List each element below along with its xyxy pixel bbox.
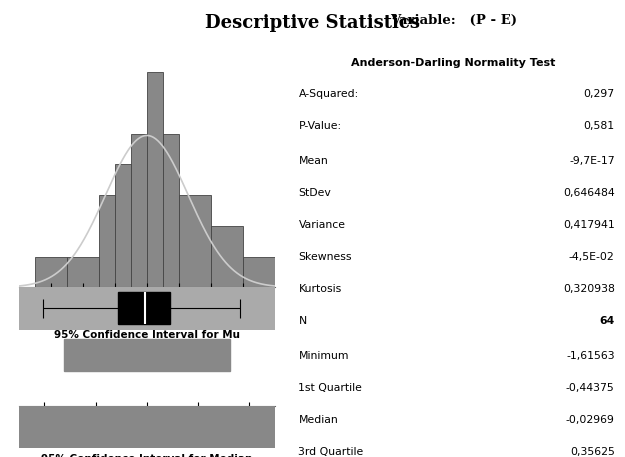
Text: 64: 64 xyxy=(599,316,615,326)
Text: P-Value:: P-Value: xyxy=(299,121,341,131)
Text: Descriptive Statistics: Descriptive Statistics xyxy=(205,14,420,32)
Text: 3rd Quartile: 3rd Quartile xyxy=(299,446,364,457)
Text: 0,417941: 0,417941 xyxy=(563,220,615,230)
Bar xyxy=(131,133,147,287)
Text: 95% Confidence Interval for Mu: 95% Confidence Interval for Mu xyxy=(54,330,240,340)
Bar xyxy=(119,292,170,324)
Text: 0,320938: 0,320938 xyxy=(563,284,615,294)
Bar xyxy=(243,256,275,287)
Text: Variance: Variance xyxy=(299,220,346,230)
Text: Kurtosis: Kurtosis xyxy=(299,284,342,294)
Text: N: N xyxy=(299,316,307,326)
Text: -4,5E-02: -4,5E-02 xyxy=(569,252,615,262)
Text: Anderson-Darling Normality Test: Anderson-Darling Normality Test xyxy=(351,58,556,68)
Text: Median: Median xyxy=(299,414,338,425)
Text: Minimum: Minimum xyxy=(299,351,349,361)
Text: StDev: StDev xyxy=(299,188,331,198)
Bar xyxy=(64,340,229,372)
Text: 0,35625: 0,35625 xyxy=(570,446,615,457)
Text: Mean: Mean xyxy=(299,156,328,166)
Text: -9,7E-17: -9,7E-17 xyxy=(569,156,615,166)
Bar xyxy=(163,133,179,287)
Bar xyxy=(115,165,131,287)
Text: -0,02969: -0,02969 xyxy=(566,414,615,425)
Bar xyxy=(35,256,67,287)
Text: 0,297: 0,297 xyxy=(584,89,615,99)
Text: -1,61563: -1,61563 xyxy=(566,351,615,361)
Text: A-Squared:: A-Squared: xyxy=(299,89,359,99)
Text: 1st Quartile: 1st Quartile xyxy=(299,383,362,393)
Text: 0,581: 0,581 xyxy=(584,121,615,131)
Bar xyxy=(179,195,211,287)
Bar xyxy=(147,72,163,287)
Text: -0,44375: -0,44375 xyxy=(566,383,615,393)
Text: 0,646484: 0,646484 xyxy=(563,188,615,198)
Text: Skewness: Skewness xyxy=(299,252,352,262)
Bar xyxy=(67,256,99,287)
Text: Variable:   (P - E): Variable: (P - E) xyxy=(389,14,517,27)
Bar xyxy=(211,226,243,287)
Bar xyxy=(99,195,115,287)
Text: 95% Confidence Interval for Median: 95% Confidence Interval for Median xyxy=(41,454,252,457)
